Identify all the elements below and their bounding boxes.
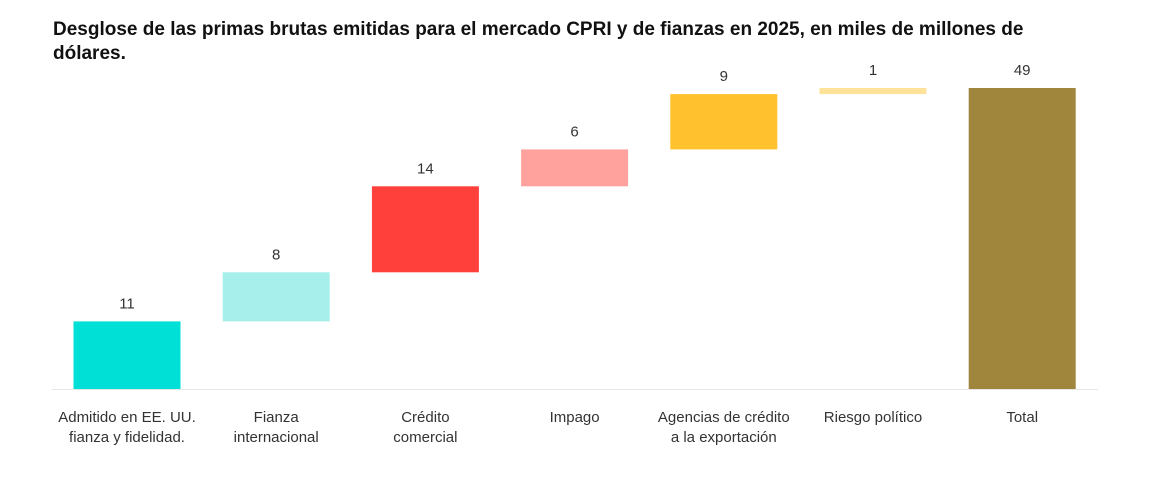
value-label-1: 8 bbox=[272, 246, 280, 263]
value-labels-layer: 11 8 14 6 9 1 49 bbox=[119, 62, 1030, 312]
value-label-2: 14 bbox=[417, 160, 434, 177]
value-label-4: 9 bbox=[720, 68, 728, 85]
x-tick-label-2: Crédito comercial bbox=[393, 409, 457, 446]
x-tick-labels-layer: Admitido en EE. UU. fianza y fidelidad. Fi… bbox=[58, 409, 1038, 446]
bar-4 bbox=[670, 94, 778, 150]
x-tick-label-line: Impago bbox=[550, 409, 600, 426]
x-tick-label-line: Crédito bbox=[401, 409, 449, 426]
x-tick-label-0: Admitido en EE. UU. fianza y fidelidad. bbox=[58, 409, 196, 446]
value-label-6: 49 bbox=[1014, 62, 1031, 79]
value-label-5: 1 bbox=[869, 62, 877, 79]
x-tick-label-line: Riesgo político bbox=[824, 409, 922, 426]
x-tick-label-line: fianza y fidelidad. bbox=[69, 429, 185, 446]
x-tick-label-line: internacional bbox=[234, 429, 319, 446]
x-tick-label-line: Agencias de crédito bbox=[658, 409, 790, 426]
x-tick-label-4: Agencias de crédito a la exportación bbox=[658, 409, 790, 446]
x-tick-label-line: Admitido en EE. UU. bbox=[58, 409, 196, 426]
x-tick-label-line: Total bbox=[1006, 409, 1038, 426]
value-label-3: 6 bbox=[570, 123, 578, 140]
bar-5 bbox=[819, 88, 927, 95]
bar-1 bbox=[222, 272, 330, 322]
chart-title: Desglose de las primas brutas emitidas p… bbox=[53, 19, 1024, 64]
x-tick-label-line: a la exportación bbox=[671, 429, 777, 446]
bars-layer bbox=[73, 88, 1076, 389]
x-tick-label-5: Riesgo político bbox=[824, 409, 922, 426]
bar-6 bbox=[968, 88, 1076, 389]
x-tick-label-6: Total bbox=[1006, 409, 1038, 426]
bar-0 bbox=[73, 321, 181, 389]
bar-3 bbox=[521, 149, 629, 187]
x-tick-label-3: Impago bbox=[550, 409, 600, 426]
x-tick-label-line: comercial bbox=[393, 429, 457, 446]
x-tick-label-1: Fianza internacional bbox=[234, 409, 319, 446]
x-tick-label-line: Fianza bbox=[254, 409, 300, 426]
value-label-0: 11 bbox=[119, 295, 135, 312]
bar-2 bbox=[371, 186, 479, 273]
